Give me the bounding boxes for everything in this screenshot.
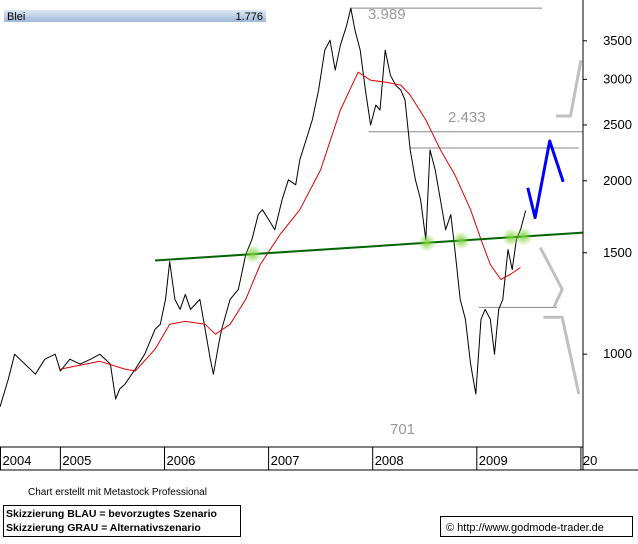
header-bar [4, 10, 266, 22]
y-tick-label: 3500 [603, 33, 632, 48]
series-line [538, 246, 564, 308]
y-tick-label: 1500 [603, 245, 632, 260]
x-tick-label: 2005 [62, 453, 91, 468]
note: Skizzierung BLAU = bevorzugtes Szenario [6, 508, 217, 520]
notes-box [3, 505, 241, 537]
chart-title: Blei [7, 11, 25, 23]
y-tick-label: 2000 [603, 173, 632, 188]
y-tick-label: 2500 [603, 117, 632, 132]
y-tick-label: 1000 [603, 346, 632, 361]
note: Skizzierung GRAU = Alternativszenario [6, 522, 201, 534]
x-tick-label: 2008 [375, 453, 404, 468]
x-tick-label: 20 [583, 453, 597, 468]
credit: Chart erstellt mit Metastock Professiona… [28, 487, 207, 498]
annotation: 701 [390, 421, 415, 438]
x-tick-label: 2007 [271, 453, 300, 468]
y-tick-label: 3000 [603, 71, 632, 86]
highlight [417, 233, 436, 252]
x-tick-label: 2009 [479, 453, 508, 468]
source-box [440, 516, 633, 537]
series-line [543, 315, 581, 395]
plot-area [0, 7, 583, 408]
highlight [452, 231, 471, 250]
annotation: 3.989 [368, 6, 406, 23]
series-line [555, 60, 583, 118]
last-value: 1.776 [235, 11, 263, 23]
series-line [526, 139, 565, 220]
highlight [243, 245, 262, 264]
x-tick-label: 2004 [3, 453, 32, 468]
series-line [60, 71, 521, 372]
highlight [514, 227, 533, 246]
series-line [0, 7, 527, 408]
x-tick-label: 2006 [166, 453, 195, 468]
annotation: 2.433 [448, 109, 486, 126]
source: © http://www.godmode-trader.de [446, 522, 604, 534]
